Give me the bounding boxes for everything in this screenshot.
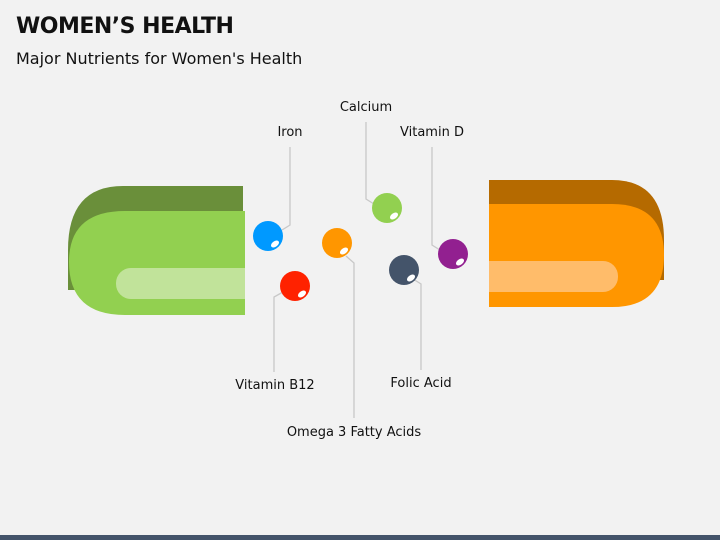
nutrient-ball-vitamin-b12 <box>280 271 310 301</box>
nutrient-ball-iron <box>253 221 283 251</box>
nutrient-ball-vitamin-d <box>438 239 468 269</box>
nutrient-ball-omega3 <box>322 228 352 258</box>
vitamin-d-connector <box>431 147 441 251</box>
label-vitamin-b12: Vitamin B12 <box>235 378 315 393</box>
nutrient-ball-calcium <box>372 193 402 223</box>
label-iron: Iron <box>277 125 303 140</box>
label-folic-acid: Folic Acid <box>390 376 452 391</box>
vitamin-b12-connector <box>273 291 284 372</box>
folic-acid-connector <box>412 278 422 370</box>
label-calcium: Calcium <box>339 100 393 115</box>
iron-connector <box>281 147 291 231</box>
footer-bar <box>0 535 720 540</box>
page-title: WOMEN’S HEALTH <box>16 14 234 39</box>
nutrient-ball-folic-acid <box>389 255 419 285</box>
orange-capsule-half <box>489 180 664 307</box>
page-subtitle: Major Nutrients for Women's Health <box>16 49 303 68</box>
label-vitamin-d: Vitamin D <box>400 125 464 140</box>
label-omega3: Omega 3 Fatty Acids <box>286 425 422 440</box>
omega3-connector <box>345 255 355 418</box>
green-capsule-half <box>68 186 245 315</box>
calcium-connector <box>365 122 375 205</box>
connector-lines <box>273 122 441 418</box>
